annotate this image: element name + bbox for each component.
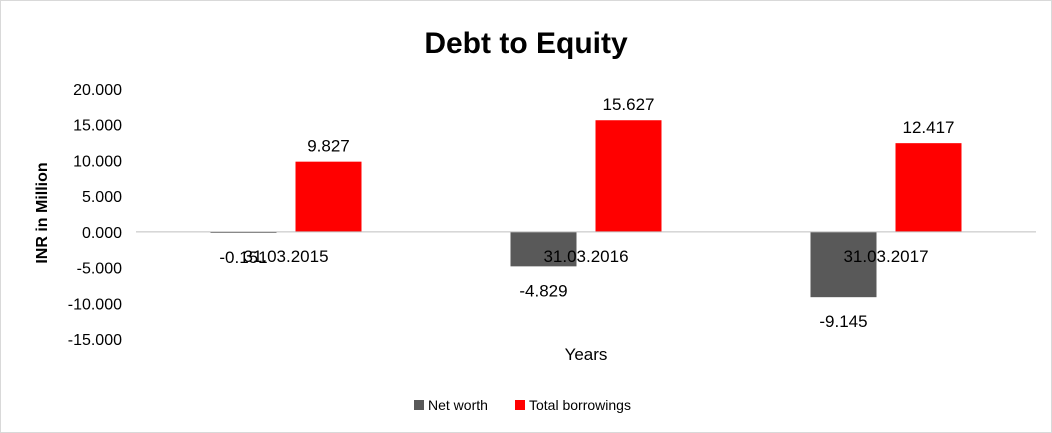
y-tick-label: -5.000 — [77, 261, 122, 278]
bar-net-worth — [810, 231, 877, 298]
chart-title: Debt to Equity — [424, 27, 628, 60]
data-labels: -0.151 9.827 -4.829 15.627 -9.145 12.417 — [219, 95, 954, 331]
category-label: 31.03.2016 — [543, 247, 628, 266]
y-tick-label: 5.000 — [82, 189, 122, 206]
bar-total-borrowings — [295, 161, 362, 232]
y-tick-label: 10.000 — [73, 153, 122, 170]
data-label: -4.829 — [519, 281, 567, 300]
category-label: 31.03.2017 — [843, 247, 928, 266]
y-tick-label: -10.000 — [68, 296, 122, 313]
bars-group — [210, 120, 962, 298]
data-label: 15.627 — [603, 95, 655, 114]
legend-swatch-net-worth — [414, 400, 424, 410]
bar-total-borrowings — [895, 143, 962, 232]
y-axis-ticks: 20.000 15.000 10.000 5.000 0.000 -5.000 -10.00… — [68, 82, 122, 349]
bar-total-borrowings — [595, 120, 662, 232]
legend-label: Net worth — [428, 397, 488, 413]
category-label: 31.03.2015 — [243, 247, 328, 266]
y-axis-title: INR in Million — [34, 162, 51, 263]
bar-net-worth — [510, 231, 577, 267]
y-tick-label: 0.000 — [82, 225, 122, 242]
y-tick-label: -15.000 — [68, 332, 122, 349]
legend-label: Total borrowings — [529, 397, 631, 413]
y-tick-label: 15.000 — [73, 118, 122, 135]
data-label: 12.417 — [903, 118, 955, 137]
data-label: -0.151 — [219, 248, 267, 267]
y-tick-label: 20.000 — [73, 82, 122, 99]
legend: Net worth Total borrowings — [414, 397, 631, 413]
bar-net-worth — [210, 231, 277, 233]
data-label: 9.827 — [307, 137, 350, 156]
x-axis-title: Years — [565, 345, 608, 364]
legend-swatch-total-borrowings — [515, 400, 525, 410]
data-label: -9.145 — [819, 312, 867, 331]
category-labels: 31.03.2015 31.03.2016 31.03.2017 — [243, 247, 928, 266]
